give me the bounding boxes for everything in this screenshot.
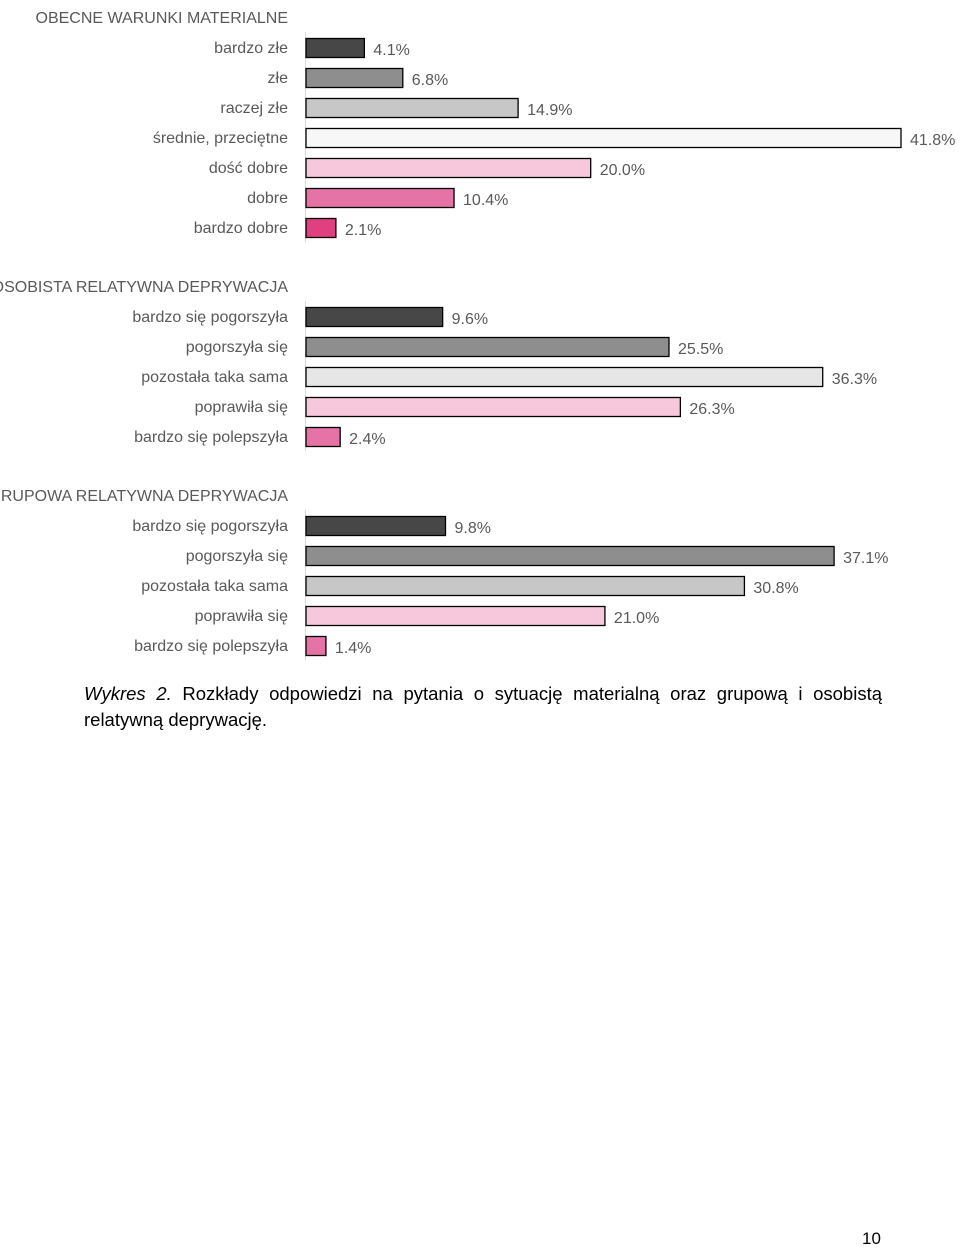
data-label: 9.6% [452,311,488,328]
bar [305,97,519,119]
caption-text: Rozkłady odpowiedzi na pytania o sytuacj… [84,683,883,730]
caption-label: Wykres 2. [84,683,172,704]
panel-title: OSOBISTA RELATYWNA DEPRYWACJA [0,279,288,296]
category-label: poprawiła się [195,399,288,416]
data-label: 2.1% [345,222,381,239]
category-label: poprawiła się [195,608,288,625]
category-label: dość dobre [209,160,288,177]
data-label: 1.4% [335,640,371,657]
data-label: 25.5% [678,341,723,358]
page-number: 10 [862,1229,881,1248]
data-label: 21.0% [614,610,659,627]
bar [305,515,447,537]
category-label: bardzo się polepszyła [134,429,288,446]
category-label: pozostała taka sama [141,578,288,595]
bar [305,157,592,179]
data-label: 4.1% [373,42,409,59]
bar [305,217,337,239]
bar [305,575,746,597]
panel-title: GRUPOWA RELATYWNA DEPRYWACJA [0,488,288,505]
data-label: 41.8% [910,132,955,149]
data-label: 2.4% [349,431,385,448]
data-label: 14.9% [527,102,572,119]
category-label: raczej złe [220,100,288,117]
category-label: bardzo się polepszyła [134,638,288,655]
data-label: 37.1% [843,550,888,567]
bar [305,306,444,328]
category-label: bardzo się pogorszyła [132,518,288,535]
bar-chart: OBECNE WARUNKI MATERIALNE bardzo złe 4.1% z… [0,10,955,660]
category-label: pozostała taka sama [141,369,288,386]
bar [305,366,824,388]
bar [305,545,835,567]
bar [305,605,606,627]
bar [305,426,341,448]
bar [305,127,902,149]
category-label: bardzo dobre [194,220,288,237]
panel-title: OBECNE WARUNKI MATERIALNE [36,10,288,27]
category-label: pogorszyła się [186,548,288,565]
bar [305,187,455,209]
category-label: dobre [247,190,288,207]
category-label: średnie, przeciętne [153,130,288,147]
category-label: bardzo złe [214,40,288,57]
data-label: 20.0% [600,162,645,179]
bar [305,396,682,418]
data-label: 10.4% [463,192,508,209]
bar [305,336,670,358]
category-label: bardzo się pogorszyła [132,309,288,326]
bar [305,635,327,657]
category-label: pogorszyła się [186,339,288,356]
data-label: 36.3% [832,371,877,388]
bar [305,37,366,59]
data-label: 26.3% [689,401,734,418]
data-label: 30.8% [753,580,798,597]
data-label: 6.8% [412,72,448,89]
bar [305,67,404,89]
category-label: złe [268,70,289,87]
figure-caption: Wykres 2. Rozkłady odpowiedzi na pytania… [84,681,882,733]
data-label: 9.8% [454,520,490,537]
